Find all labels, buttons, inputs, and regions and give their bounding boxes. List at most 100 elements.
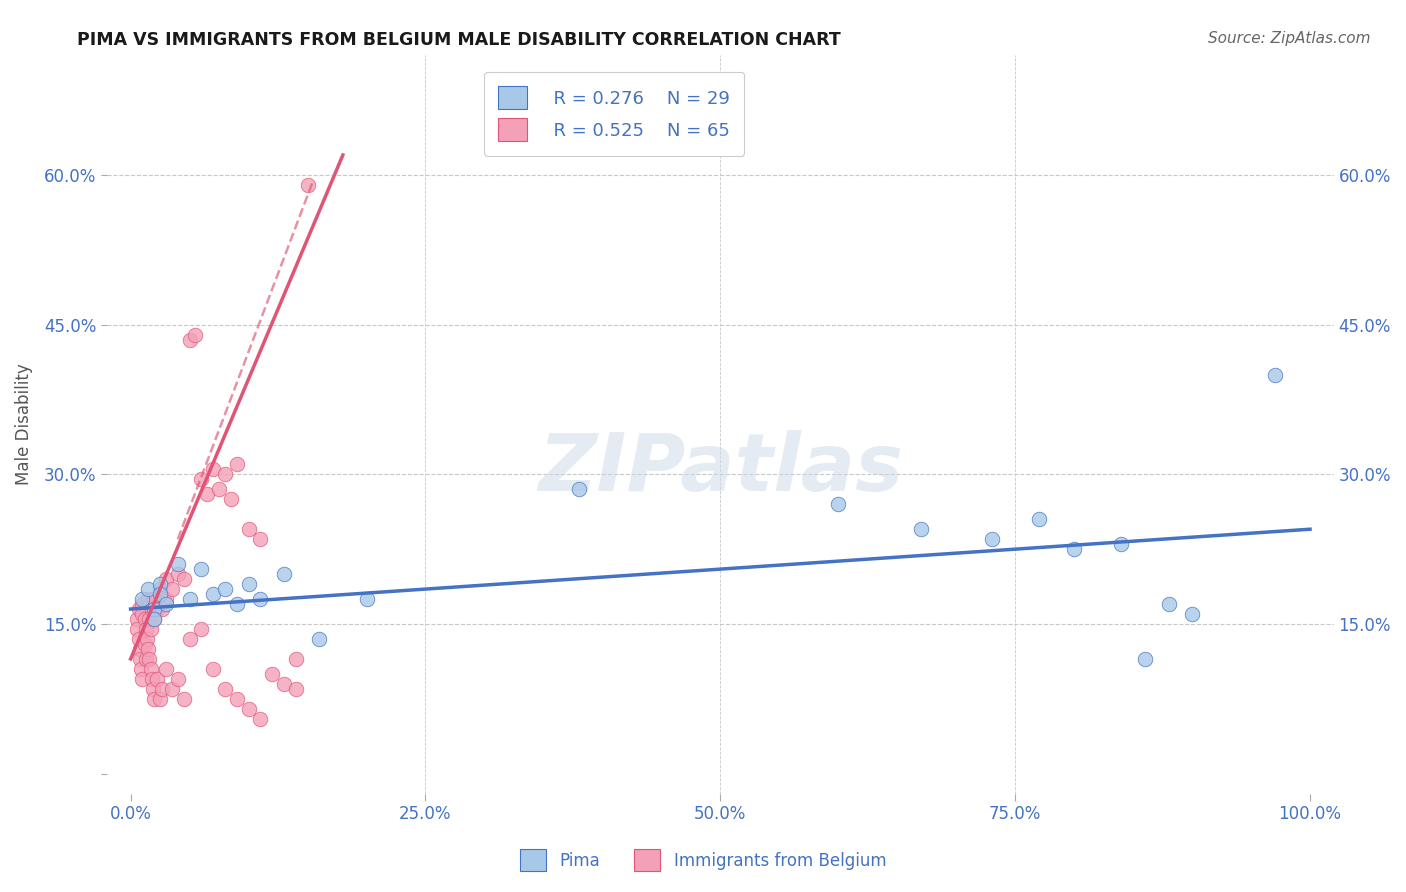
Point xyxy=(143,612,166,626)
Point xyxy=(179,592,201,607)
Point xyxy=(135,622,157,636)
Point xyxy=(249,532,271,546)
Point xyxy=(155,592,177,607)
Point xyxy=(152,602,174,616)
Legend:   R = 0.276    N = 29,   R = 0.525    N = 65: R = 0.276 N = 29, R = 0.525 N = 65 xyxy=(484,71,744,156)
Point xyxy=(190,562,212,576)
Point xyxy=(149,587,172,601)
Point xyxy=(143,691,166,706)
Point xyxy=(143,602,166,616)
Point xyxy=(179,333,201,347)
Point xyxy=(166,557,188,571)
Point xyxy=(141,672,163,686)
Point xyxy=(131,597,153,611)
Text: ZIPatlas: ZIPatlas xyxy=(538,430,903,508)
Point xyxy=(208,483,231,497)
Point xyxy=(297,178,319,192)
Point xyxy=(173,572,195,586)
Point xyxy=(160,582,183,596)
Point xyxy=(131,607,153,621)
Point xyxy=(308,632,330,646)
Point xyxy=(238,522,260,536)
Point xyxy=(138,652,160,666)
Point xyxy=(136,632,159,646)
Point xyxy=(273,567,295,582)
Point xyxy=(249,712,271,726)
Point xyxy=(131,592,153,607)
Point xyxy=(238,577,260,591)
Point xyxy=(202,462,225,476)
Point xyxy=(214,681,236,696)
Point xyxy=(143,592,166,607)
Point xyxy=(980,532,1002,546)
Point xyxy=(155,572,177,586)
Point xyxy=(190,472,212,486)
Point xyxy=(1264,368,1286,382)
Point xyxy=(225,691,247,706)
Point xyxy=(129,642,152,657)
Point xyxy=(145,602,167,616)
Point xyxy=(214,582,236,596)
Point xyxy=(356,592,378,607)
Point xyxy=(202,587,225,601)
Point xyxy=(134,637,156,651)
Point xyxy=(1111,537,1133,551)
Point xyxy=(827,497,849,511)
Point xyxy=(1181,607,1204,621)
Point xyxy=(135,652,157,666)
Point xyxy=(284,652,307,666)
Point xyxy=(249,592,271,607)
Point xyxy=(136,592,159,607)
Point xyxy=(1133,652,1156,666)
Point xyxy=(284,681,307,696)
Point xyxy=(129,662,152,676)
Point xyxy=(143,612,166,626)
Point xyxy=(219,492,242,507)
Point xyxy=(202,662,225,676)
Point xyxy=(149,691,172,706)
Point xyxy=(129,652,152,666)
Point xyxy=(138,612,160,626)
Point xyxy=(568,483,591,497)
Legend: Pima, Immigrants from Belgium: Pima, Immigrants from Belgium xyxy=(512,841,894,880)
Point xyxy=(125,612,148,626)
Point xyxy=(131,672,153,686)
Point xyxy=(136,582,159,596)
Point xyxy=(1157,597,1180,611)
Point xyxy=(214,467,236,482)
Point xyxy=(149,582,172,596)
Point xyxy=(225,458,247,472)
Text: Source: ZipAtlas.com: Source: ZipAtlas.com xyxy=(1208,31,1371,46)
Point xyxy=(173,691,195,706)
Point xyxy=(166,567,188,582)
Point xyxy=(179,632,201,646)
Point xyxy=(142,681,165,696)
Point xyxy=(1028,512,1050,526)
Point xyxy=(910,522,932,536)
Point xyxy=(160,681,183,696)
Point xyxy=(273,677,295,691)
Point xyxy=(190,622,212,636)
Point xyxy=(152,681,174,696)
Text: PIMA VS IMMIGRANTS FROM BELGIUM MALE DISABILITY CORRELATION CHART: PIMA VS IMMIGRANTS FROM BELGIUM MALE DIS… xyxy=(77,31,841,49)
Point xyxy=(225,597,247,611)
Point xyxy=(128,632,150,646)
Point xyxy=(145,672,167,686)
Point xyxy=(134,612,156,626)
Point xyxy=(155,597,177,611)
Point xyxy=(128,602,150,616)
Point xyxy=(139,662,162,676)
Point xyxy=(1063,542,1085,557)
Point xyxy=(125,622,148,636)
Y-axis label: Male Disability: Male Disability xyxy=(15,364,32,485)
Point xyxy=(155,662,177,676)
Point xyxy=(149,577,172,591)
Point xyxy=(139,622,162,636)
Point xyxy=(141,602,163,616)
Point xyxy=(184,327,207,342)
Point xyxy=(238,702,260,716)
Point xyxy=(136,642,159,657)
Point xyxy=(195,487,218,501)
Point xyxy=(166,672,188,686)
Point xyxy=(262,667,284,681)
